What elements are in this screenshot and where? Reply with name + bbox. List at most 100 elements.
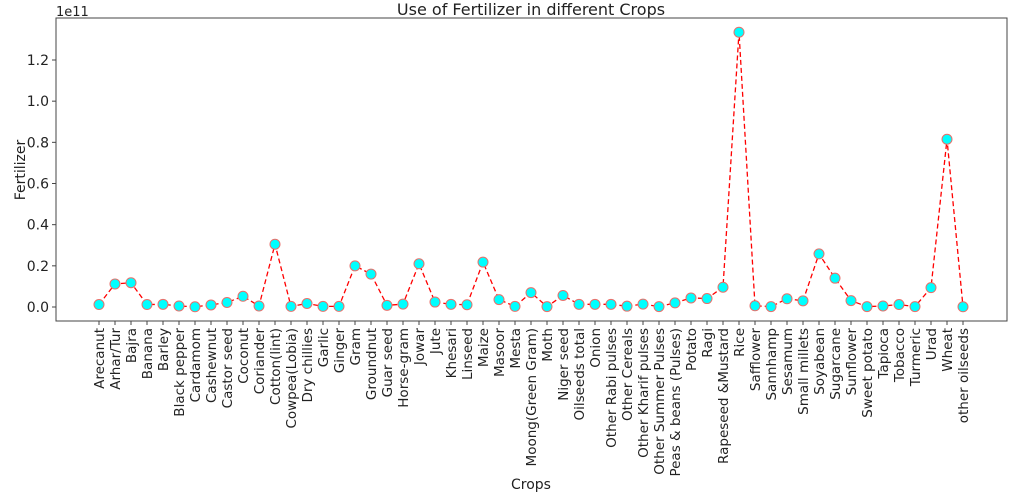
data-point: [749, 300, 761, 312]
data-point: [237, 290, 249, 302]
data-point: [349, 260, 361, 272]
x-tick-label: Groundnut: [364, 328, 380, 400]
data-point: [525, 287, 537, 299]
data-point: [141, 299, 153, 311]
data-point: [221, 296, 233, 308]
data-point: [589, 298, 601, 310]
x-tick-label: Rapeseed &Mustard: [716, 328, 732, 464]
data-point: [877, 300, 889, 312]
x-tick-label: Coconut: [236, 328, 252, 384]
y-tick-label: 0.2: [27, 259, 49, 275]
x-tick-label: Dry chillies: [300, 328, 316, 403]
x-tick-label: Safflower: [748, 328, 764, 392]
x-tick-label: Cotton(lint): [268, 328, 284, 405]
x-tick-label: Turmeric: [908, 328, 924, 387]
y-tick-label: 0.4: [27, 218, 49, 234]
data-point: [909, 301, 921, 313]
data-point: [573, 298, 585, 310]
x-tick-label: Castor seed: [220, 328, 236, 408]
data-point: [413, 258, 425, 270]
x-tick-label: Arhar/Tur: [108, 328, 124, 390]
data-point: [765, 301, 777, 313]
data-point: [429, 296, 441, 308]
y-tick-label: 1.2: [27, 53, 49, 69]
x-tick-label: Mesta: [508, 328, 524, 369]
data-point: [205, 299, 217, 311]
data-point: [893, 299, 905, 311]
x-tick-label: Ragi: [700, 328, 716, 358]
series-line: [98, 32, 964, 308]
data-point: [509, 300, 521, 312]
x-tick-label: Small millets: [796, 328, 812, 415]
chart-title: Use of Fertilizer in different Crops: [397, 0, 665, 19]
x-tick-label: Oilseeds total: [572, 328, 588, 421]
data-point: [189, 301, 201, 313]
x-tick-label: Other Kharif pulses: [636, 328, 652, 458]
data-point: [781, 293, 793, 305]
data-point: [157, 298, 169, 310]
x-tick-label: Sesamum: [780, 328, 796, 395]
x-axis-label: Crops: [511, 477, 551, 493]
x-tick-label: Garlic: [316, 328, 332, 367]
data-point: [125, 277, 137, 289]
y-axis-label: Fertilizer: [13, 139, 29, 200]
data-point: [669, 297, 681, 309]
x-tick-label: Sannhamp: [764, 328, 780, 401]
data-point: [173, 300, 185, 312]
x-tick-label: Moong(Green Gram): [524, 328, 540, 466]
x-tick-label: Urad: [924, 328, 940, 360]
x-tick-label: Niger seed: [556, 328, 572, 401]
x-tick-label: Potato: [684, 328, 700, 371]
data-point: [653, 301, 665, 313]
data-point: [717, 281, 729, 293]
x-tick-label: Jowar: [412, 328, 428, 367]
x-tick-label: Cashewnut: [204, 328, 220, 403]
data-point: [701, 293, 713, 305]
x-tick-label: Soyabean: [812, 328, 828, 395]
data-point: [925, 282, 937, 294]
x-tick-label: Black pepper: [172, 328, 188, 417]
x-tick-label: Other Cereals: [620, 328, 636, 421]
plot-frame: [55, 17, 1008, 322]
x-tick-label: Banana: [140, 328, 156, 379]
x-tick-label: Cardamom: [188, 328, 204, 402]
x-tick-label: Cowpea(Lobia): [284, 328, 300, 429]
x-tick-label: Bajra: [124, 328, 140, 363]
data-point: [333, 300, 345, 312]
data-point: [285, 300, 297, 312]
data-point: [381, 299, 393, 311]
y-offset-label: 1e11: [56, 5, 89, 20]
data-point: [813, 248, 825, 260]
x-tick-label: Sugarcane: [828, 328, 844, 400]
x-tick-label: Linseed: [460, 328, 476, 380]
data-point: [797, 295, 809, 307]
data-point: [845, 295, 857, 307]
data-point: [941, 133, 953, 145]
y-tick-label: 0.0: [27, 300, 49, 316]
x-tick-label: Other Summer Pulses: [652, 328, 668, 475]
data-point: [861, 301, 873, 313]
x-tick-label: Barley: [156, 328, 172, 371]
data-point: [461, 299, 473, 311]
data-point: [493, 294, 505, 306]
data-point: [253, 300, 265, 312]
data-point: [93, 299, 105, 311]
data-point: [957, 301, 969, 313]
data-point: [317, 300, 329, 312]
x-tick-label: Wheat: [940, 328, 956, 372]
x-tick-label: Rice: [732, 328, 748, 357]
x-tick-label: Sunflower: [844, 328, 860, 396]
data-point: [605, 298, 617, 310]
x-tick-label: Khesari: [444, 328, 460, 378]
data-point: [301, 298, 313, 310]
data-point: [397, 298, 409, 310]
x-tick-label: Masoor: [492, 328, 508, 377]
data-point: [637, 298, 649, 310]
y-tick-label: 1.0: [27, 94, 49, 110]
data-point: [829, 272, 841, 284]
x-tick-label: Jute: [428, 328, 444, 355]
data-point: [445, 298, 457, 310]
x-tick-label: Gram: [348, 328, 364, 365]
x-tick-label: Guar seed: [380, 328, 396, 397]
